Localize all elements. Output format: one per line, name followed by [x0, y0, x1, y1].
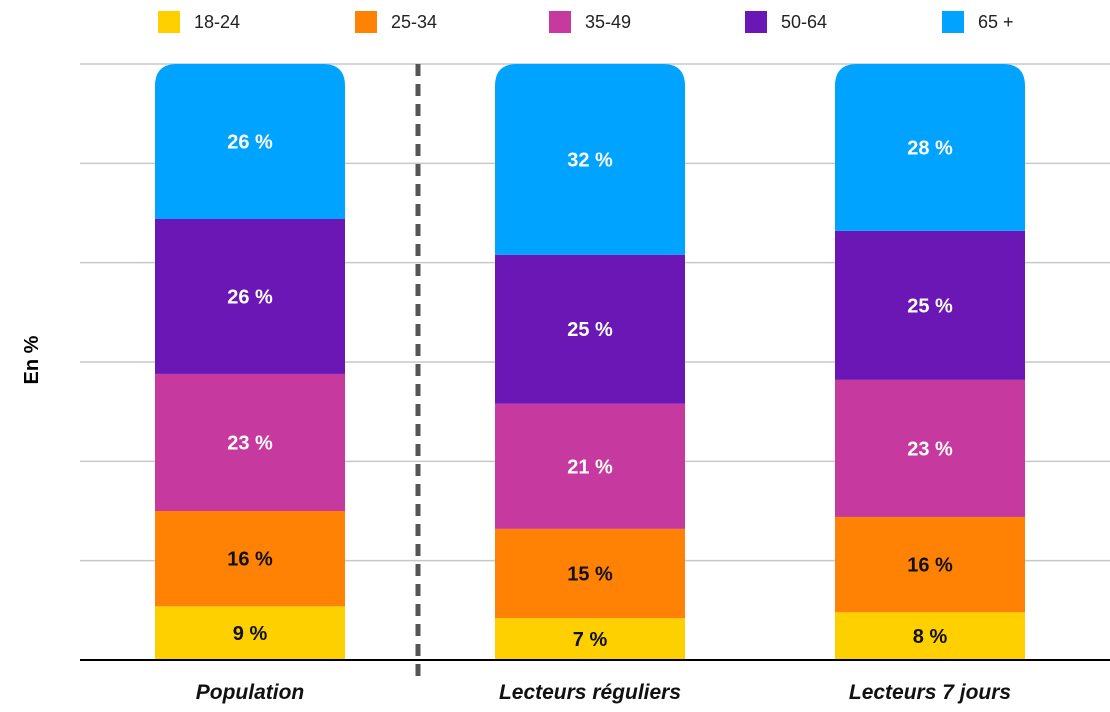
- bar-segment: [495, 528, 685, 619]
- category-label: Population: [196, 681, 305, 704]
- bar-segment: [155, 511, 345, 607]
- legend-label: 35-49: [585, 11, 632, 32]
- legend-label: 18-24: [194, 11, 241, 32]
- data-label: 9 %: [233, 623, 268, 645]
- bar-segment: [155, 218, 345, 374]
- legend-item-65-plus: 65 +: [942, 10, 1014, 34]
- category-label: Lecteurs réguliers: [499, 681, 681, 704]
- data-label: 23 %: [227, 432, 273, 454]
- category-label: Lecteurs 7 jours: [849, 681, 1011, 704]
- bar-stack: 8 % 16 % 23 % 25 % 28 %: [835, 64, 1025, 660]
- bar-segment: [495, 254, 685, 404]
- data-label: 25 %: [907, 295, 953, 317]
- data-label: 26 %: [227, 131, 273, 153]
- data-label: 8 %: [913, 626, 948, 648]
- bar-segment: [835, 64, 1025, 231]
- legend-swatch-65-plus: [942, 11, 964, 33]
- legend-swatch-18-24: [158, 11, 180, 33]
- bar-segment: [835, 230, 1025, 380]
- data-label: 23 %: [907, 438, 953, 460]
- bar-segment: [835, 379, 1025, 517]
- legend-item-50-64: 50-64: [745, 10, 827, 34]
- data-label: 32 %: [567, 149, 613, 171]
- bar-segment: [835, 612, 1025, 660]
- legend-label: 65 +: [978, 11, 1014, 32]
- legend-item-35-49: 35-49: [549, 10, 631, 34]
- data-label: 16 %: [907, 555, 953, 577]
- data-label: 7 %: [573, 629, 608, 651]
- bar-stack: 7 % 15 % 21 % 25 % 32 %: [495, 64, 685, 660]
- legend-swatch-35-49: [549, 11, 571, 33]
- bar-stack: 9 % 16 % 23 % 26 % 26 %: [155, 64, 345, 660]
- bar-segment: [835, 516, 1025, 613]
- legend: 18-24 25-34 35-49 50-64 65 +: [0, 10, 1110, 34]
- legend-swatch-25-34: [355, 11, 377, 33]
- bars: 9 % 16 % 23 % 26 % 26 % 7 % 15 % 21 % 25 % 32 % 8 …: [155, 64, 1025, 660]
- legend-swatch-50-64: [745, 11, 767, 33]
- data-label: 16 %: [227, 549, 273, 571]
- bar-segment: [495, 64, 685, 255]
- bar-segment: [495, 618, 685, 660]
- legend-item-25-34: 25-34: [355, 10, 437, 34]
- legend-item-18-24: 18-24: [158, 10, 240, 34]
- bar-segment: [155, 606, 345, 660]
- data-label: 28 %: [907, 137, 953, 159]
- data-label: 26 %: [227, 286, 273, 308]
- data-label: 21 %: [567, 456, 613, 478]
- data-label: 25 %: [567, 319, 613, 341]
- legend-label: 50-64: [781, 11, 828, 32]
- category-labels: Population Lecteurs réguliers Lecteurs 7 j…: [196, 681, 1011, 704]
- bar-segment: [495, 403, 685, 529]
- legend-label: 25-34: [391, 11, 438, 32]
- data-label: 15 %: [567, 564, 613, 586]
- bar-segment: [155, 64, 345, 219]
- bar-segment: [155, 373, 345, 511]
